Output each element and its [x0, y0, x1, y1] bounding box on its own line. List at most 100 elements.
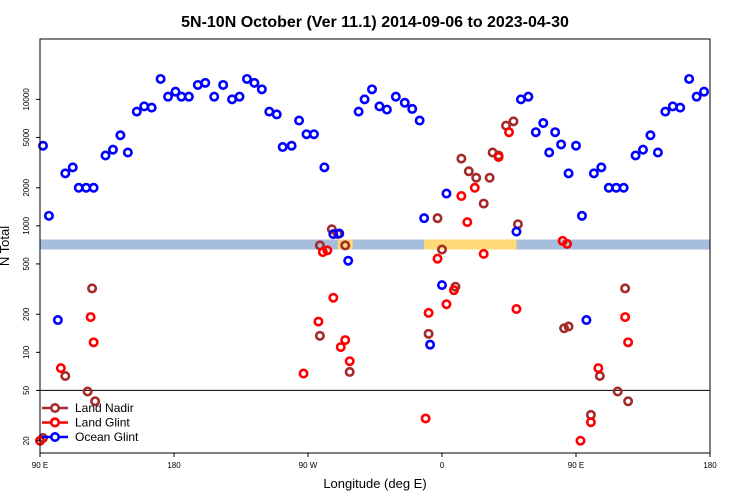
- data-point: [425, 339, 436, 350]
- data-point: [60, 370, 71, 381]
- data-point: [645, 130, 656, 141]
- data-point: [420, 413, 431, 424]
- data-point: [620, 283, 631, 294]
- data-point: [419, 213, 430, 224]
- data-point: [456, 153, 467, 164]
- data-point: [563, 321, 574, 332]
- y-axis: 20 50 100 200 500 1000 2000 5000 10000: [22, 88, 40, 445]
- data-point: [234, 91, 245, 102]
- data-point: [170, 86, 181, 97]
- data-point: [85, 312, 96, 323]
- data-point: [343, 255, 354, 266]
- x-tick-label: 90 E: [32, 461, 48, 470]
- data-point: [298, 368, 309, 379]
- data-point: [155, 73, 166, 84]
- data-point: [575, 435, 586, 446]
- data-point: [340, 240, 351, 251]
- data-point: [146, 102, 157, 113]
- data-point: [200, 77, 211, 88]
- data-point: [448, 285, 459, 296]
- data-point: [100, 150, 111, 161]
- legend-label: Land Nadir: [75, 401, 134, 415]
- data-point: [277, 142, 288, 153]
- legend-marker: [49, 431, 60, 442]
- data-point: [163, 91, 174, 102]
- data-point: [523, 91, 534, 102]
- x-tick-label: 180: [703, 461, 717, 470]
- y-tick-label: 5000: [22, 128, 31, 146]
- x-tick-label: 180: [167, 461, 181, 470]
- legend-label: Ocean Glint: [75, 430, 139, 444]
- data-point: [620, 312, 631, 323]
- data-point: [562, 238, 573, 249]
- series-ocean-glint: [37, 73, 710, 350]
- x-tick-label: 90 W: [299, 461, 318, 470]
- data-point: [508, 116, 519, 127]
- data-point: [576, 210, 587, 221]
- legend-label: Land Glint: [75, 416, 130, 430]
- data-point: [581, 315, 592, 326]
- x-tick-label: 90 E: [568, 461, 584, 470]
- data-point: [593, 363, 604, 374]
- data-point: [381, 104, 392, 115]
- data-point: [684, 73, 695, 84]
- y-tick-label: 2000: [22, 178, 31, 196]
- data-point: [530, 127, 541, 138]
- y-tick-label: 500: [22, 257, 31, 271]
- data-point: [390, 91, 401, 102]
- y-tick-label: 1000: [22, 216, 31, 234]
- data-point: [399, 97, 410, 108]
- data-point: [88, 182, 99, 193]
- data-point: [183, 91, 194, 102]
- y-tick-label: 50: [22, 385, 31, 394]
- legend-marker: [49, 402, 60, 413]
- data-point: [637, 144, 648, 155]
- data-point: [463, 166, 474, 177]
- data-point: [335, 342, 346, 353]
- data-point: [596, 162, 607, 173]
- legend-item-land-glint: Land Glint: [42, 416, 130, 430]
- x-axis-label: Longitude (deg E): [323, 476, 426, 491]
- data-point: [469, 182, 480, 193]
- x-axis: 90 E 180 90 W 0 90 E 180: [32, 453, 717, 470]
- data-point: [538, 118, 549, 129]
- data-point: [471, 172, 482, 183]
- data-point: [122, 147, 133, 158]
- plot-frame: [39, 38, 711, 454]
- data-point: [344, 366, 355, 377]
- y-tick-label: 20: [22, 436, 31, 445]
- data-point: [286, 140, 297, 151]
- data-point: [115, 130, 126, 141]
- data-point: [107, 144, 118, 155]
- data-point: [319, 162, 330, 173]
- data-point: [313, 316, 324, 327]
- data-point: [131, 106, 142, 117]
- data-point: [314, 330, 325, 341]
- data-point: [218, 79, 229, 90]
- data-point: [456, 191, 467, 202]
- data-point: [462, 217, 473, 228]
- data-point: [82, 386, 93, 397]
- data-point: [90, 396, 101, 407]
- data-point: [52, 315, 63, 326]
- chart-title: 5N-10N October (Ver 11.1) 2014-09-06 to …: [181, 14, 569, 31]
- data-point: [550, 127, 561, 138]
- data-point: [544, 147, 555, 158]
- data-point: [570, 140, 581, 151]
- points-layer: [34, 73, 710, 446]
- data-point: [241, 73, 252, 84]
- data-point: [423, 328, 434, 339]
- data-point: [67, 162, 78, 173]
- y-tick-label: 200: [22, 307, 31, 321]
- data-point: [652, 147, 663, 158]
- data-point: [353, 106, 364, 117]
- data-point: [511, 226, 522, 237]
- data-point: [630, 150, 641, 161]
- data-point: [585, 417, 596, 428]
- legend-item-ocean-glint: Ocean Glint: [42, 430, 139, 444]
- data-point: [334, 228, 345, 239]
- data-point: [294, 115, 305, 126]
- land-patch: [337, 239, 353, 250]
- data-point: [493, 152, 504, 163]
